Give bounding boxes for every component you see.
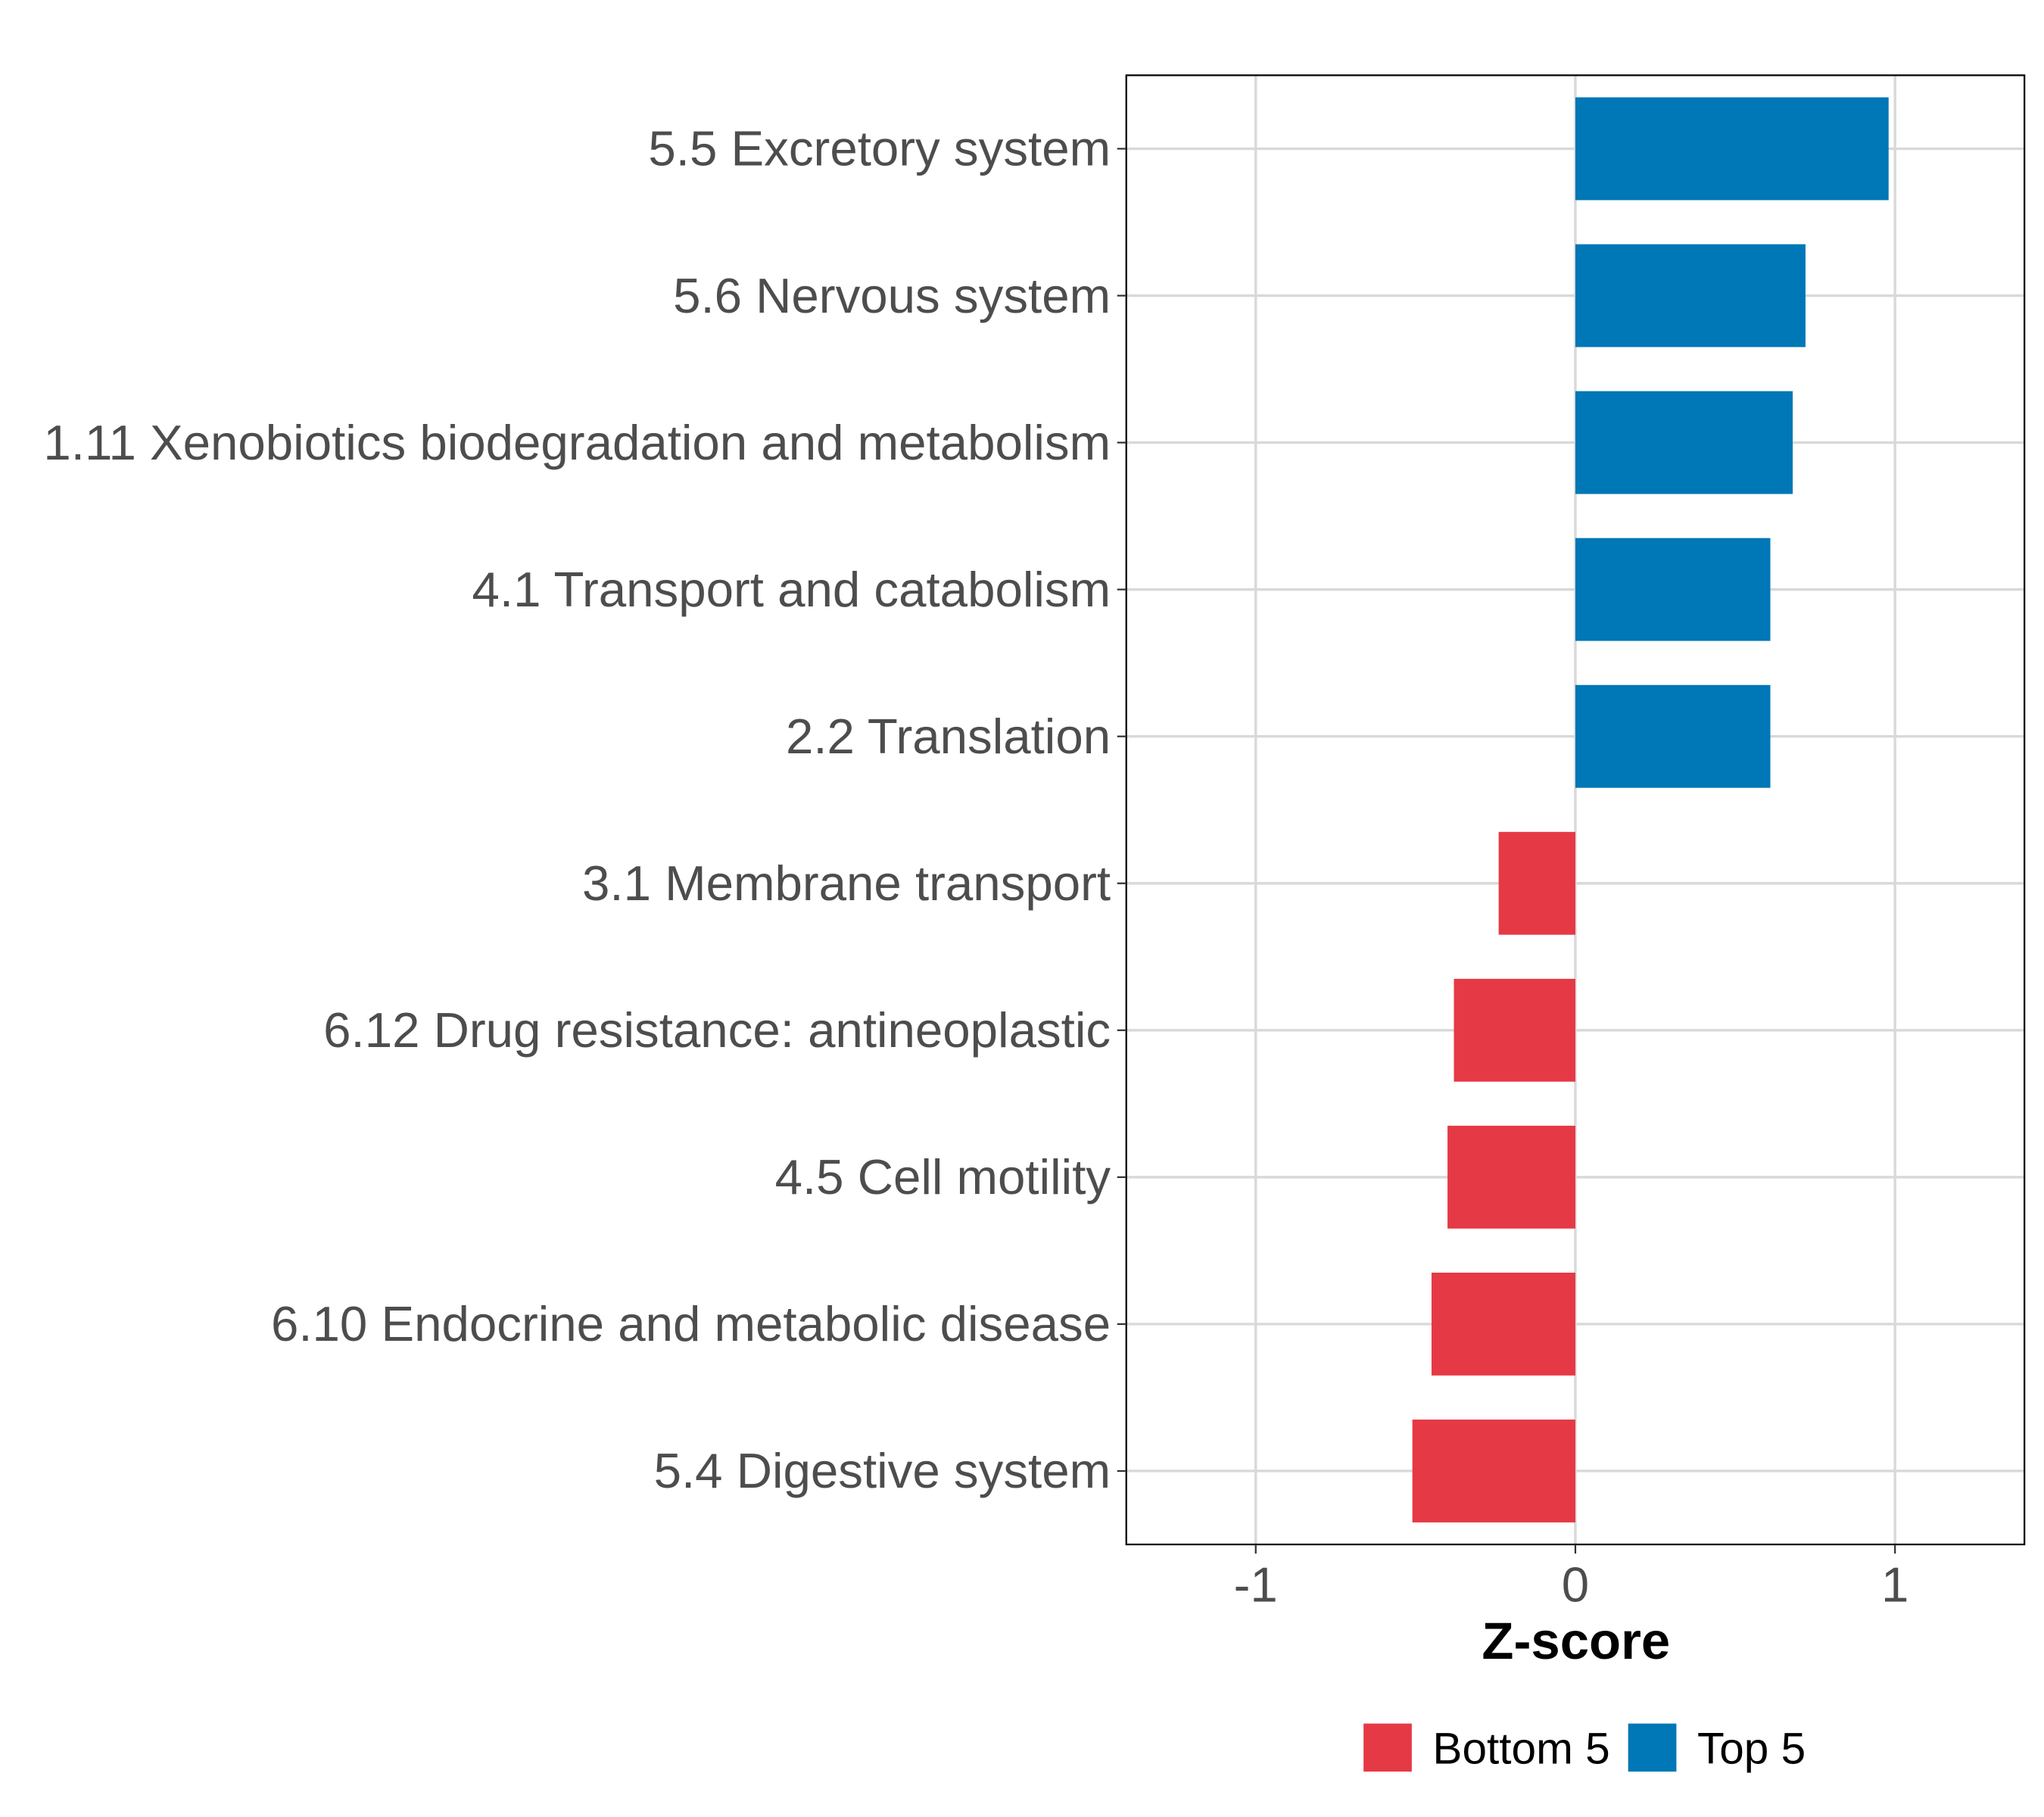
y-tick-label: 5.4 Digestive system: [654, 1443, 1111, 1498]
legend: Bottom 5 Top 5: [1363, 1723, 1806, 1774]
bar: [1498, 831, 1575, 935]
bar: [1431, 1272, 1575, 1376]
legend-label: Bottom 5: [1432, 1725, 1609, 1774]
x-tick-label: 0: [1562, 1557, 1589, 1613]
bar: [1412, 1420, 1575, 1522]
y-tick-label: 5.5 Excretory system: [648, 121, 1111, 176]
x-tick-label: 1: [1881, 1557, 1908, 1613]
bar: [1575, 684, 1771, 788]
bar: [1447, 1125, 1575, 1229]
legend-swatch: [1363, 1723, 1412, 1772]
bar: [1575, 391, 1793, 494]
bars: [1412, 97, 1889, 1522]
y-tick-label: 3.1 Membrane transport: [582, 856, 1111, 911]
x-axis-title: Z-score: [1482, 1612, 1670, 1670]
bar: [1575, 538, 1771, 641]
y-tick-label: 4.5 Cell motility: [775, 1149, 1111, 1205]
y-tick-label: 6.10 Endocrine and metabolic disease: [271, 1296, 1111, 1351]
legend-swatch: [1628, 1723, 1677, 1772]
y-tick-label: 2.2 Translation: [786, 709, 1111, 764]
bar: [1575, 244, 1806, 348]
y-axis-labels: 5.5 Excretory system 5.6 Nervous system 1.…: [43, 121, 1126, 1498]
y-tick-label: 1.11 Xenobiotics biodegradation and meta…: [43, 415, 1111, 470]
x-tick-label: -1: [1234, 1557, 1278, 1613]
bar: [1454, 978, 1575, 1082]
y-tick-label: 6.12 Drug resistance: antineoplastic: [323, 1002, 1111, 1058]
bar: [1575, 97, 1889, 201]
x-axis-ticks: -1 0 1: [1234, 1544, 1908, 1613]
legend-label: Top 5: [1697, 1725, 1806, 1774]
y-tick-label: 5.6 Nervous system: [673, 268, 1111, 323]
y-tick-label: 4.1 Transport and catabolism: [472, 562, 1111, 617]
